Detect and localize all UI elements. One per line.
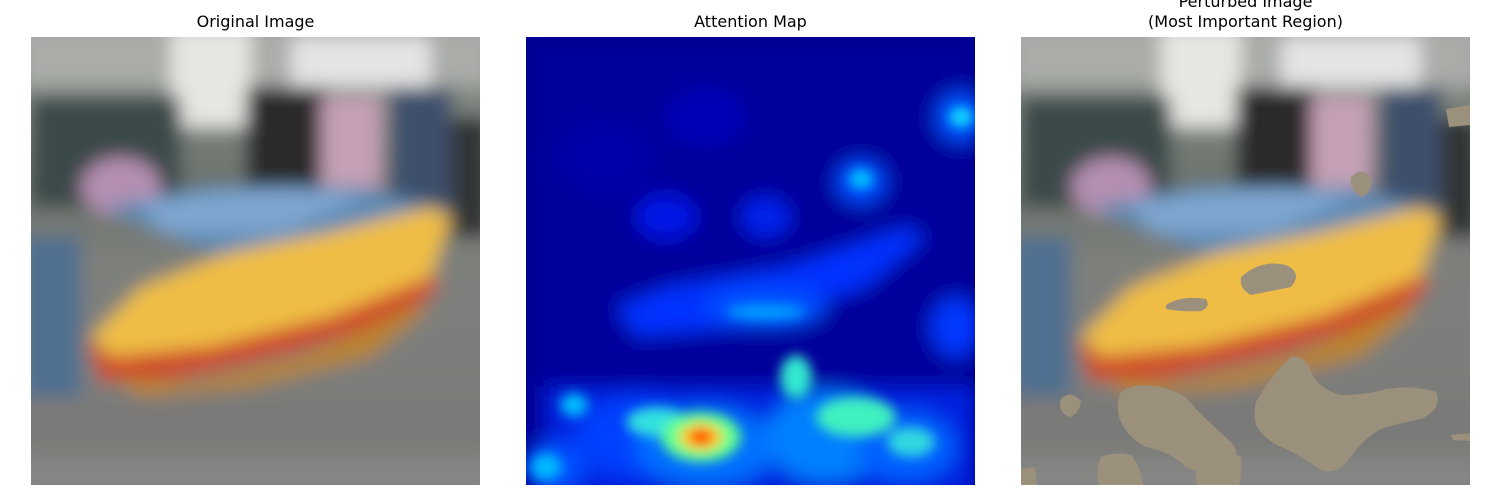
original-image-panel xyxy=(31,37,480,485)
attention-map-panel xyxy=(526,37,975,485)
perturbed-image xyxy=(1021,37,1470,485)
panel-title-original: Original Image xyxy=(196,12,315,31)
perturbation-mask xyxy=(1021,105,1470,485)
panel-title-attention: Attention Map xyxy=(694,12,807,31)
panel-title-perturbed: Perturbed Image (Most Important Region) xyxy=(1148,0,1343,31)
attention-map xyxy=(526,37,975,485)
original-image xyxy=(31,37,480,485)
perturbed-image-panel xyxy=(1021,37,1470,485)
